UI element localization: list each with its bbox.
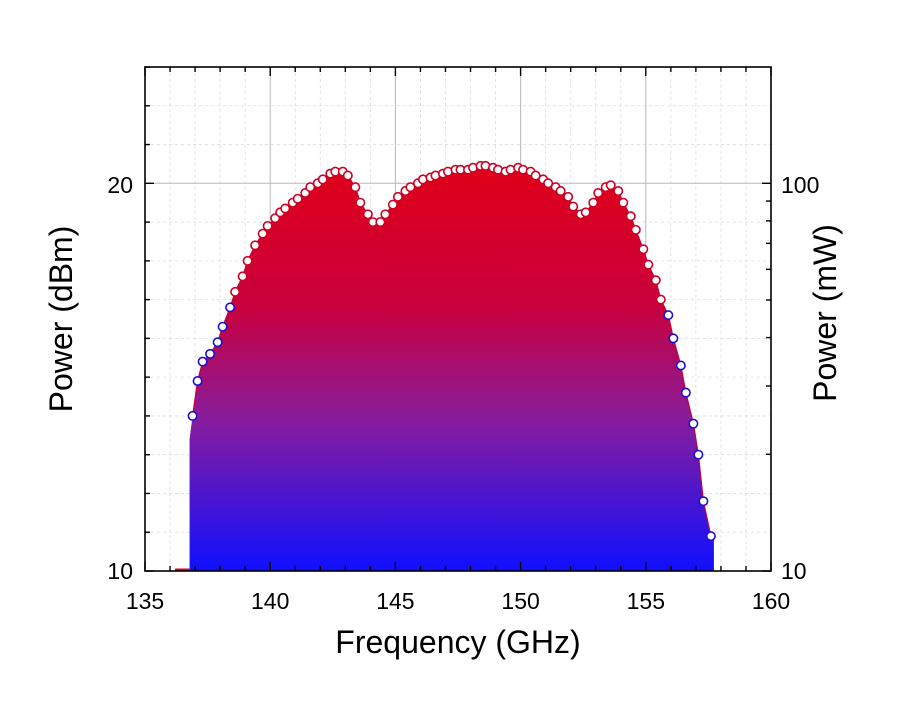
x-tick-label: 150 [501,588,539,614]
y-left-tick-label: 20 [107,172,133,198]
data-point [605,180,616,191]
y-left-tick-labels: 10 20 [107,172,133,584]
spectrum-area [189,165,714,571]
data-point [613,186,624,197]
data-point [568,201,579,212]
data-point [675,360,686,371]
y-left-tick-label: 10 [107,558,133,584]
y-right-tick-labels: 10 100 [781,172,819,584]
data-point [387,199,398,210]
y-right-axis-title: Power (mW) [807,224,843,402]
data-point [280,203,291,214]
y-left-axis-title: Power (dBm) [43,226,79,413]
data-point [187,410,198,421]
data-point [630,224,641,235]
data-point [643,259,654,270]
data-point [342,170,353,181]
data-point [230,286,241,297]
data-point [212,337,223,348]
x-tick-label: 160 [752,588,790,614]
y-right-tick-label: 10 [781,558,807,584]
data-point [317,174,328,185]
data-point [543,178,554,189]
data-point [650,275,661,286]
data-point [197,356,208,367]
data-point [375,217,386,228]
x-tick-label: 155 [627,588,665,614]
data-point [680,387,691,398]
data-point [655,294,666,305]
data-point [405,182,416,193]
data-point [380,209,391,220]
data-point [362,209,373,220]
data-point [593,188,604,199]
data-point [292,193,303,204]
data-point [625,211,636,222]
y-right-ticks [762,182,771,572]
data-point [192,376,203,387]
data-point [262,220,273,231]
data-point [580,207,591,218]
x-axis-title: Frequency (GHz) [335,624,580,660]
x-ticks [144,67,772,571]
x-tick-label: 145 [376,588,414,614]
x-tick-label: 135 [126,588,164,614]
data-point [257,228,268,239]
data-point [305,182,316,193]
data-point [563,191,574,202]
y-right-tick-label: 100 [781,172,819,198]
plot-frame [144,66,772,572]
data-point [392,191,403,202]
x-tick-labels: 135 140 145 150 155 160 [126,588,790,614]
data-point [618,197,629,208]
y-left-ticks [145,66,154,572]
data-point [668,333,679,344]
data-point [530,170,541,181]
x-tick-label: 140 [251,588,289,614]
data-point [205,348,216,359]
data-point [225,302,236,313]
data-markers [187,160,716,542]
data-point [705,531,716,542]
data-point [588,197,599,208]
data-point [663,310,674,321]
data-point [355,197,366,208]
data-point [250,240,261,251]
data-point [555,186,566,197]
data-point [693,449,704,460]
data-point [217,321,228,332]
data-point [688,418,699,429]
data-point [237,271,248,282]
data-point [350,182,361,193]
data-point [638,244,649,255]
data-point [242,255,253,266]
data-point [698,496,709,507]
